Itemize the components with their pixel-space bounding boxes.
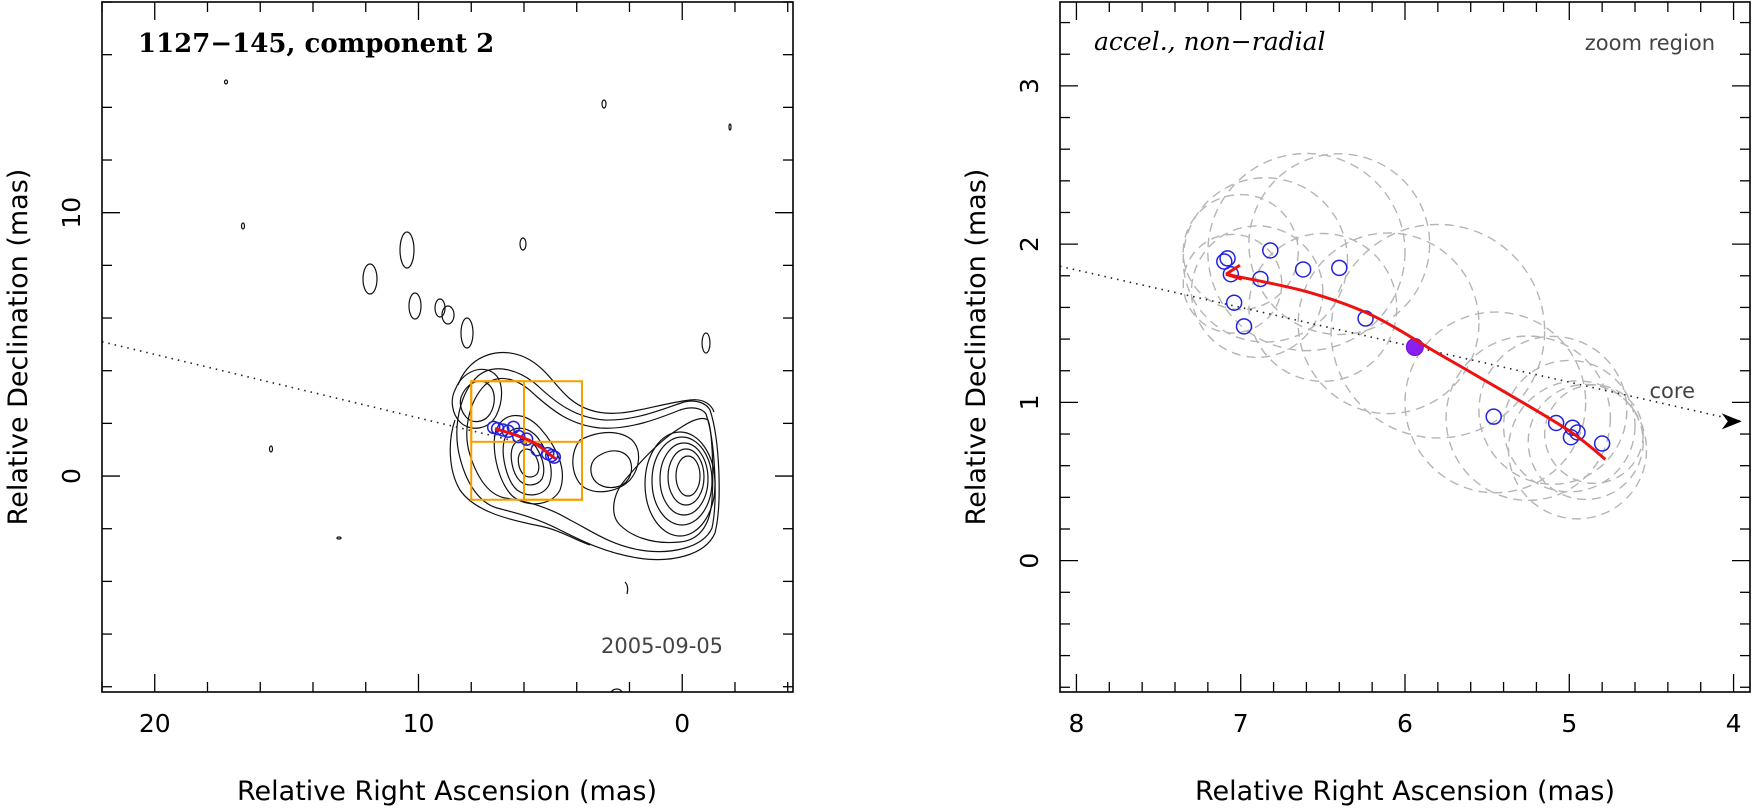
left-y-axis-label: Relative Declination (mas) — [3, 169, 34, 526]
zoom-box — [522, 440, 584, 501]
right-x-tick-label: 5 — [1561, 709, 1577, 738]
left-x-tick-label: 20 — [139, 709, 171, 738]
component-position-marker — [1294, 261, 1312, 278]
right-y-tick-label: 0 — [1015, 553, 1044, 569]
left-panel: 20 10 0 10 0 1127−145, component 2 2005-09-0… — [3, 1, 794, 807]
component-position-marker — [1219, 250, 1236, 267]
left-panel-title: 1127−145, component 2 — [138, 29, 494, 59]
gaussian-component-outline — [1330, 223, 1546, 439]
component-position-marker — [1547, 414, 1565, 432]
right-y-tick-label: 1 — [1015, 394, 1044, 410]
projection-line — [1060, 265, 1742, 423]
gaussian-component-outline — [1478, 335, 1628, 485]
gaussian-component-outline — [1445, 335, 1612, 502]
right-x-tick-label: 6 — [1397, 709, 1413, 738]
right-x-tick-label: 4 — [1726, 709, 1742, 738]
left-x-axis-label: Relative Right Ascension (mas) — [237, 776, 657, 807]
component-position-marker — [544, 448, 559, 463]
core-direction-arrowhead — [1721, 413, 1742, 430]
component-position-marker — [1222, 265, 1240, 283]
component-position-marker — [1235, 318, 1253, 335]
gaussian-component-outline — [1502, 359, 1636, 493]
left-y-tick-label: 10 — [57, 197, 86, 229]
gaussian-component-outline — [1543, 384, 1644, 485]
component-position-marker — [547, 450, 562, 464]
right-y-axis-label: Relative Declination (mas) — [961, 169, 992, 526]
right-x-tick-label: 8 — [1068, 709, 1084, 738]
radio-contour-map — [223, 79, 732, 692]
left-y-tick-label: 0 — [57, 468, 86, 484]
component-position-marker — [519, 432, 534, 446]
zoom-region-label: zoom region — [1585, 31, 1715, 55]
gaussian-component-outline — [1507, 380, 1648, 520]
projection-line — [102, 340, 551, 451]
left-x-tick-label: 0 — [674, 709, 690, 738]
left-plot-frame — [101, 1, 794, 693]
right-plot-frame — [1059, 1, 1751, 693]
gaussian-component-outline — [1248, 232, 1398, 383]
zoom-box — [470, 380, 525, 443]
component-position-marker — [1225, 294, 1243, 311]
right-y-tick-label: 3 — [1015, 78, 1044, 94]
gaussian-component-outline — [1190, 225, 1324, 359]
gaussian-component-outline — [1182, 233, 1283, 334]
component-position-marker — [511, 429, 526, 444]
observation-date-label: 2005-09-05 — [601, 634, 723, 658]
gaussian-component-outline — [1248, 153, 1431, 336]
right-panel: 8 7 6 5 4 3 2 1 0 accel., non−radial zoom region… — [961, 1, 1751, 807]
gaussian-component-outline — [1207, 152, 1406, 352]
core-label: core — [1650, 379, 1696, 403]
gaussian-component-outline — [1297, 232, 1480, 415]
component-position-marker — [1331, 259, 1348, 277]
fitted-trajectory — [1225, 272, 1607, 461]
gaussian-component-outline — [1182, 193, 1299, 311]
component-position-marker — [1262, 242, 1279, 259]
right-x-axis-label: Relative Right Ascension (mas) — [1195, 776, 1615, 807]
gaussian-component-outline — [1404, 311, 1587, 494]
component-position-marker — [1485, 408, 1502, 425]
trajectory-arrowhead — [1225, 263, 1243, 281]
right-x-tick-label: 7 — [1233, 709, 1249, 738]
left-x-tick-label: 10 — [403, 709, 435, 738]
right-panel-title: accel., non−radial — [1094, 27, 1326, 56]
component-position-marker — [1593, 435, 1611, 452]
component-position-marker — [1216, 253, 1233, 270]
right-y-tick-label: 2 — [1015, 236, 1044, 252]
component-position-marker — [490, 421, 505, 436]
fitted-trajectory — [494, 427, 557, 461]
